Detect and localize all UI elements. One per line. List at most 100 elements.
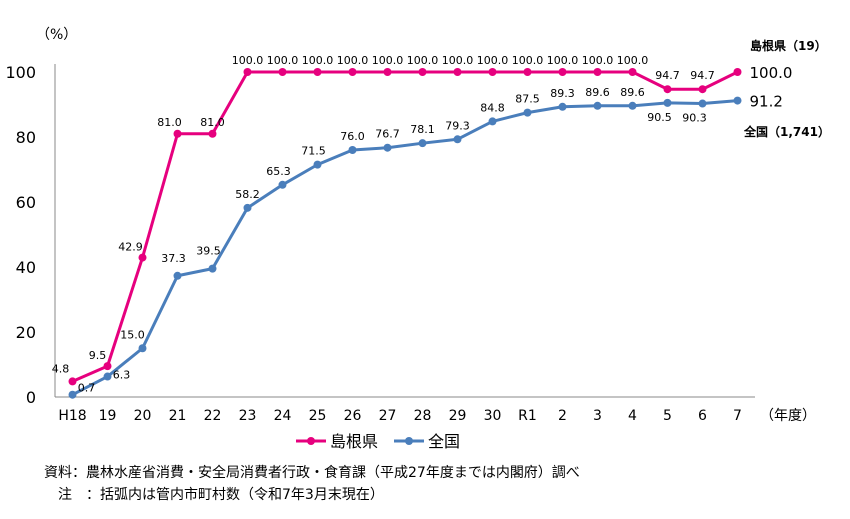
x-tick-label: 7 xyxy=(733,408,742,424)
data-label: 100.0 xyxy=(232,54,264,67)
data-label: 91.2 xyxy=(750,93,783,111)
data-point xyxy=(68,390,77,399)
x-tick-label: 28 xyxy=(414,408,432,424)
legend-marker xyxy=(307,437,315,445)
y-tick-label: 40 xyxy=(16,258,36,277)
x-tick-label: R1 xyxy=(518,408,537,424)
x-axis-unit: （年度） xyxy=(760,408,816,424)
data-point xyxy=(68,377,77,386)
data-label: 81.0 xyxy=(157,116,182,129)
x-tick-label: 22 xyxy=(204,408,222,424)
data-label: 15.0 xyxy=(120,328,145,341)
data-point xyxy=(453,135,462,144)
data-point xyxy=(208,129,217,138)
x-tick-label: 27 xyxy=(379,408,397,424)
x-tick-label: 6 xyxy=(698,408,707,424)
x-tick-label: 21 xyxy=(169,408,187,424)
data-label: 100.0 xyxy=(477,54,509,67)
data-point xyxy=(523,108,532,117)
data-label: 58.2 xyxy=(235,188,260,201)
x-tick-label: 2 xyxy=(558,408,567,424)
data-point xyxy=(558,68,567,76)
data-point xyxy=(383,68,392,76)
data-label: 100.0 xyxy=(547,54,579,67)
data-point xyxy=(733,68,742,76)
data-point xyxy=(558,102,567,111)
data-point xyxy=(208,264,217,273)
data-label: 100.0 xyxy=(372,54,404,67)
data-point xyxy=(628,68,637,76)
data-label: 89.6 xyxy=(620,86,645,99)
data-label: 100.0 xyxy=(337,54,369,67)
data-label: 37.3 xyxy=(161,252,186,265)
data-point xyxy=(243,203,252,212)
data-point xyxy=(663,85,672,94)
data-label: 84.8 xyxy=(480,101,505,114)
data-label: 39.5 xyxy=(196,245,221,258)
data-label: 71.5 xyxy=(301,145,326,158)
data-label: 100.0 xyxy=(582,54,614,67)
data-point xyxy=(453,68,462,76)
x-tick-label: 24 xyxy=(274,408,292,424)
data-label: 9.5 xyxy=(89,349,107,362)
data-point xyxy=(243,68,252,76)
data-label: 90.3 xyxy=(682,112,707,125)
y-tick-label: 80 xyxy=(16,128,36,147)
data-label: 100.0 xyxy=(407,54,439,67)
data-point xyxy=(313,160,322,169)
data-point xyxy=(733,96,742,105)
data-point xyxy=(103,372,112,381)
data-point xyxy=(278,68,287,76)
data-point xyxy=(313,68,322,76)
y-tick-label: 100 xyxy=(5,63,36,82)
data-label: 78.1 xyxy=(410,123,435,136)
data-point xyxy=(488,117,497,126)
data-point xyxy=(138,344,147,353)
legend-label: 島根県 xyxy=(330,432,378,451)
y-tick-label: 0 xyxy=(26,388,36,407)
data-label: 94.7 xyxy=(655,69,680,82)
footnote: 注 ：括弧内は管内市町村数（令和7年3月末現在） xyxy=(44,487,384,503)
data-point xyxy=(418,139,427,148)
data-point xyxy=(593,68,602,76)
data-point xyxy=(138,253,147,262)
series-line xyxy=(71,70,739,383)
data-point xyxy=(488,68,497,76)
data-label: 81.0 xyxy=(200,116,225,129)
data-label: 76.7 xyxy=(375,128,400,141)
legend-marker xyxy=(405,437,413,445)
x-tick-label: 19 xyxy=(99,408,117,424)
series-line xyxy=(71,99,738,397)
x-tick-label: 5 xyxy=(663,408,672,424)
data-point xyxy=(698,99,707,108)
x-tick-label: 25 xyxy=(309,408,327,424)
data-point xyxy=(663,98,672,107)
data-point xyxy=(278,180,287,189)
data-point xyxy=(383,143,392,152)
legend-label: 全国 xyxy=(428,432,460,451)
data-point xyxy=(103,362,112,371)
data-label: 100.0 xyxy=(442,54,474,67)
source-note: 資料：農林水産省消費・安全局消費者行政・食育課（平成27年度までは内閣府）調べ xyxy=(44,465,580,481)
y-axis-unit: （%） xyxy=(36,27,77,43)
data-point xyxy=(173,129,182,138)
data-label: 100.0 xyxy=(302,54,334,67)
data-label: 100.0 xyxy=(512,54,544,67)
data-label: 76.0 xyxy=(340,130,365,143)
x-tick-label: 26 xyxy=(344,408,362,424)
data-point xyxy=(593,101,602,110)
data-label: 100.0 xyxy=(617,54,649,67)
x-tick-label: 3 xyxy=(593,408,602,424)
series-end-label: 全国（1,741） xyxy=(743,124,830,139)
x-tick-label: 29 xyxy=(449,408,467,424)
data-label: 6.3 xyxy=(113,369,131,382)
x-tick-label: H18 xyxy=(58,408,86,424)
data-label: 89.3 xyxy=(550,87,575,100)
data-point xyxy=(628,101,637,110)
x-tick-label: 23 xyxy=(239,408,257,424)
y-tick-label: 60 xyxy=(16,193,36,212)
y-tick-label: 20 xyxy=(16,323,36,342)
data-point xyxy=(418,68,427,76)
series-end-label: 島根県（19） xyxy=(750,38,827,53)
data-label: 0.7 xyxy=(78,382,96,395)
